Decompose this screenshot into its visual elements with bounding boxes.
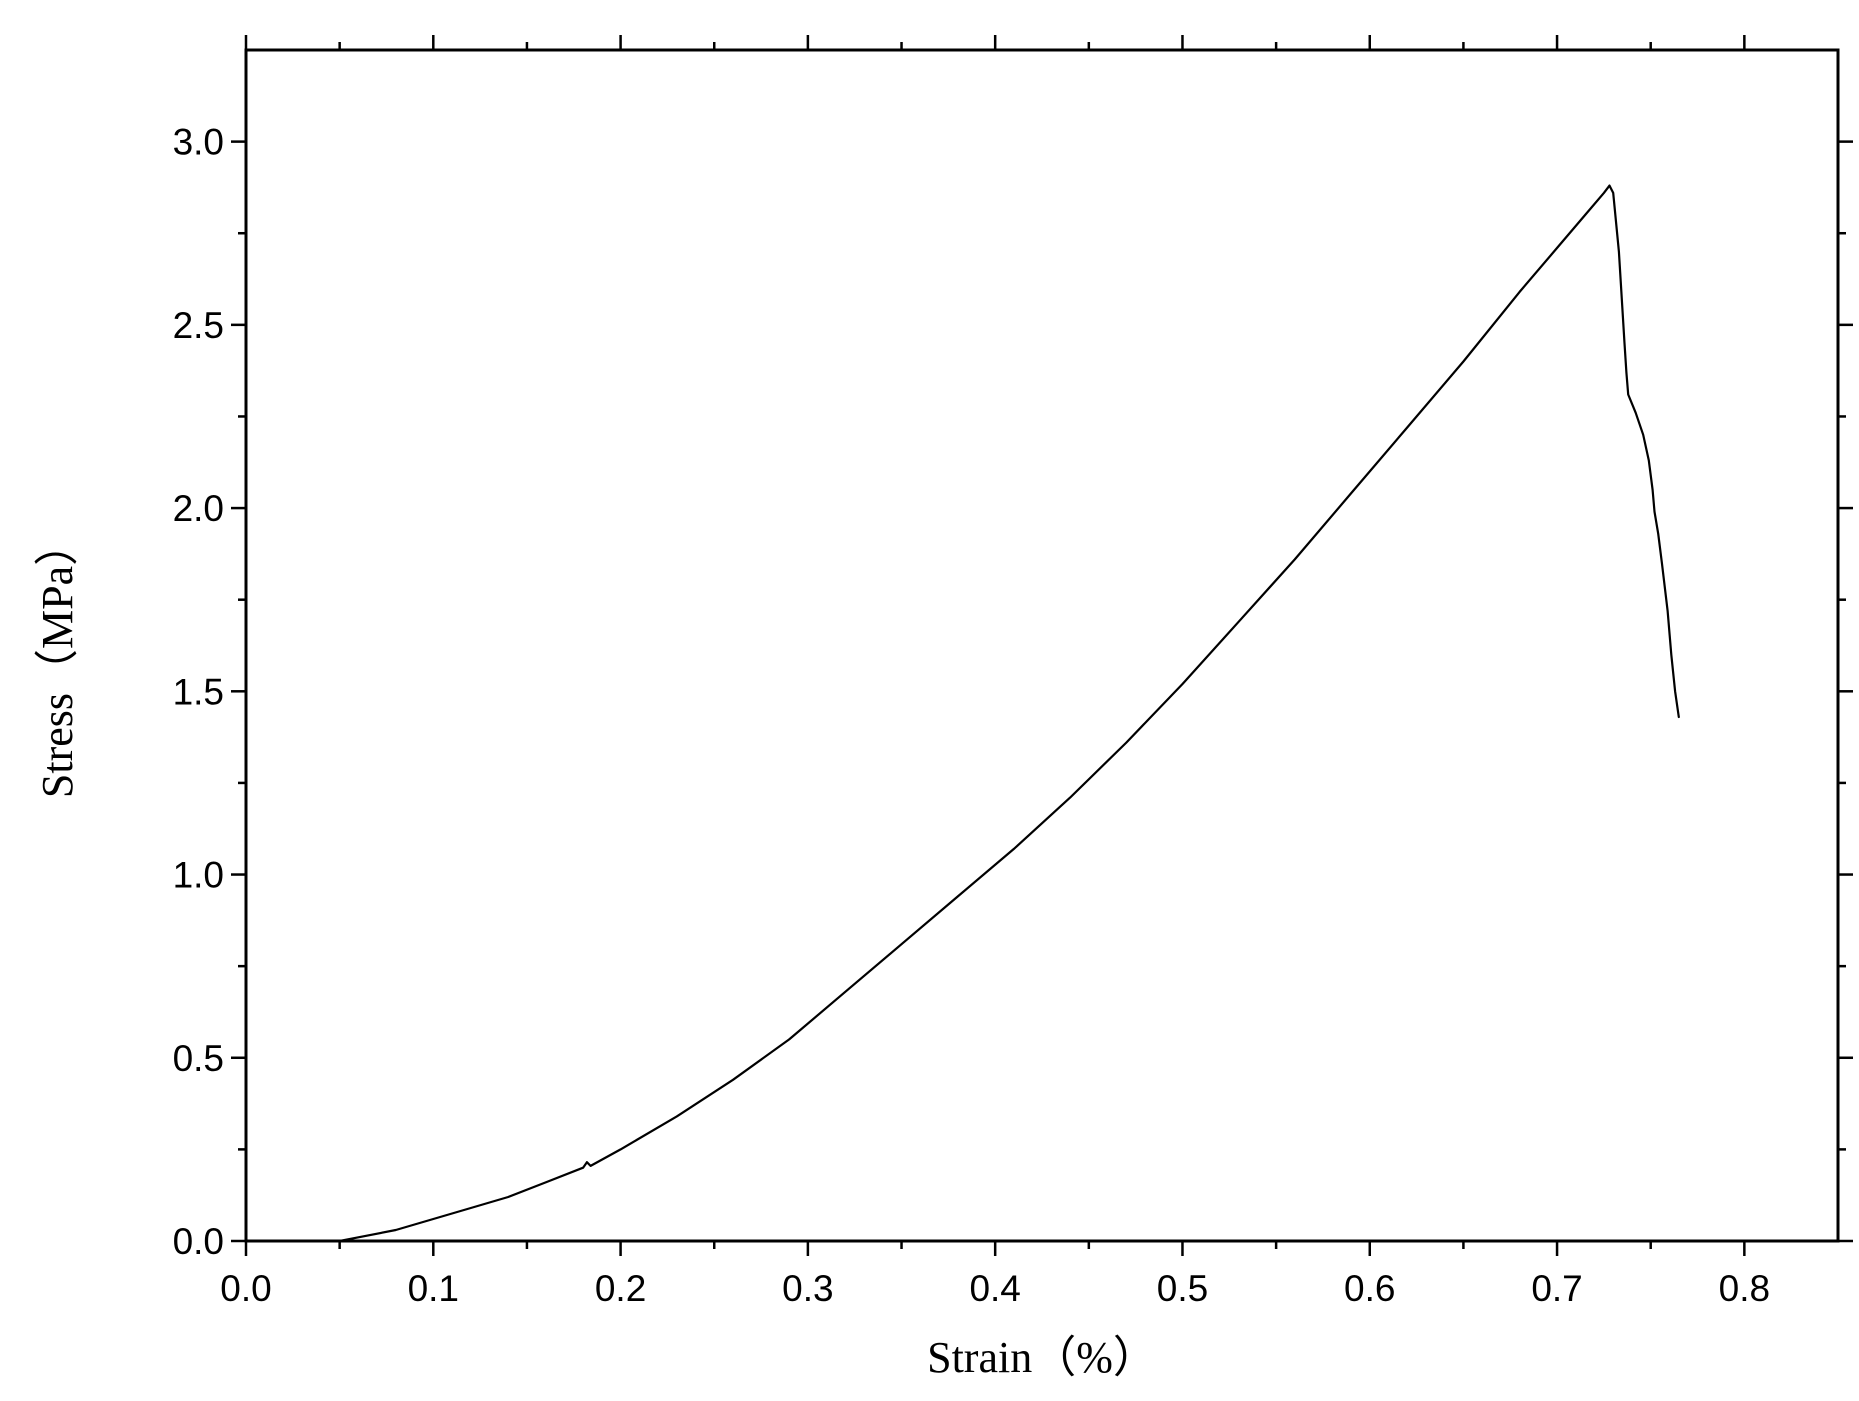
x-tick-label: 0.3 (782, 1268, 833, 1309)
y-tick-label: 1.5 (173, 671, 224, 712)
y-axis-title: Stress（MPa） (33, 522, 82, 798)
x-tick-label: 0.7 (1531, 1268, 1582, 1309)
y-tick-label: 1.0 (173, 855, 224, 896)
series-line (338, 184, 1680, 1243)
y-tick-label: 2.5 (173, 305, 224, 346)
x-tick-label: 0.2 (595, 1268, 646, 1309)
x-tick-label: 0.0 (220, 1268, 271, 1309)
x-tick-label: 0.8 (1719, 1268, 1770, 1309)
axis-ticks (231, 35, 1853, 1256)
y-tick-label: 3.0 (173, 122, 224, 163)
plot-frame (244, 48, 1840, 1243)
x-tick-label: 0.1 (408, 1268, 459, 1309)
y-tick-label: 2.0 (173, 488, 224, 529)
x-tick-label: 0.4 (969, 1268, 1020, 1309)
x-tick-label: 0.5 (1157, 1268, 1208, 1309)
axis-tick-labels: 0.0 0.1 0.2 0.3 0.4 0.5 0.6 0.7 0.8 0.0 0.5 1.0 1.5 2… (173, 122, 1771, 1309)
x-axis-title: Strain（%） (927, 1333, 1157, 1382)
y-tick-label: 0.0 (173, 1221, 224, 1262)
y-tick-label: 0.5 (173, 1038, 224, 1079)
x-tick-label: 0.6 (1344, 1268, 1395, 1309)
